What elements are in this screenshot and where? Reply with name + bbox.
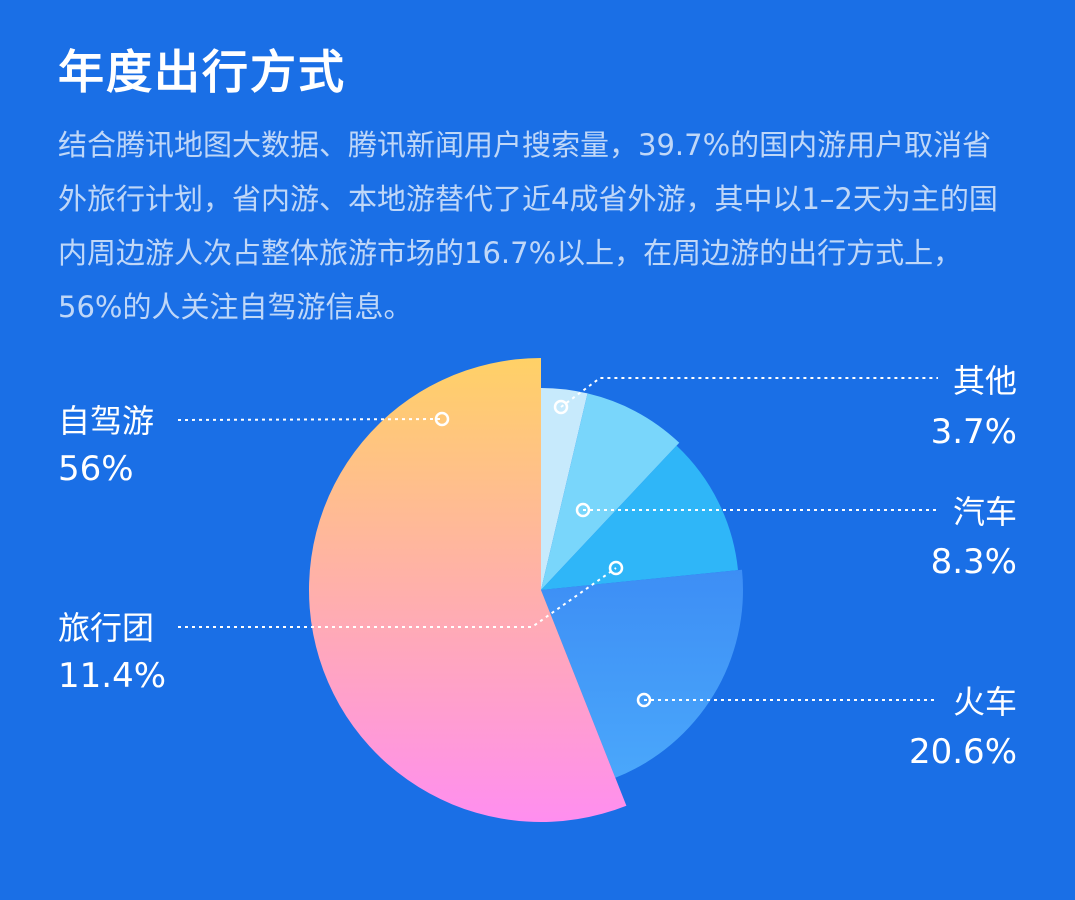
leader-marker-3 — [575, 502, 591, 518]
chart-title: 年度出行方式 — [58, 45, 346, 99]
leader-marker-1 — [636, 692, 652, 708]
slice-name-label-0: 自驾游 — [58, 402, 154, 440]
slice-name-label-3: 汽车 — [953, 493, 1017, 531]
slice-name-label-1: 火车 — [953, 683, 1017, 721]
pie-slice-3 — [541, 393, 680, 590]
pie-slice-0 — [308, 358, 627, 823]
slice-name-label-2: 旅行团 — [58, 609, 154, 647]
slice-value-label-1: 20.6% — [909, 732, 1017, 772]
pie-slice-1 — [541, 569, 743, 778]
pie-slice-4 — [541, 388, 588, 590]
slice-value-label-0: 56% — [58, 449, 134, 489]
slice-value-label-4: 3.7% — [931, 412, 1017, 452]
leader-marker-2 — [608, 560, 624, 576]
leader-line-4 — [560, 377, 938, 408]
slice-value-label-2: 11.4% — [58, 656, 166, 696]
pie-slices — [308, 358, 743, 823]
slice-name-label-4: 其他 — [953, 362, 1017, 400]
leader-line-0 — [177, 418, 443, 421]
slice-labels: 自驾游 56% 火车 20.6% 旅行团 11.4% 汽车 8.3% 其他 3.7% — [58, 362, 1017, 772]
pie-slice-2 — [541, 445, 738, 590]
chart-description: 结合腾讯地图大数据、腾讯新闻用户搜索量，39.7%的国内游用户取消省外旅行计划，… — [58, 128, 998, 324]
leader-lines — [177, 377, 938, 708]
leader-line-2 — [178, 567, 617, 628]
slice-value-label-3: 8.3% — [931, 542, 1017, 582]
leader-marker-4 — [553, 399, 569, 415]
leader-marker-0 — [434, 411, 450, 427]
